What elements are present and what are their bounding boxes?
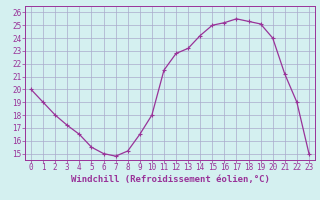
X-axis label: Windchill (Refroidissement éolien,°C): Windchill (Refroidissement éolien,°C) [71,175,269,184]
